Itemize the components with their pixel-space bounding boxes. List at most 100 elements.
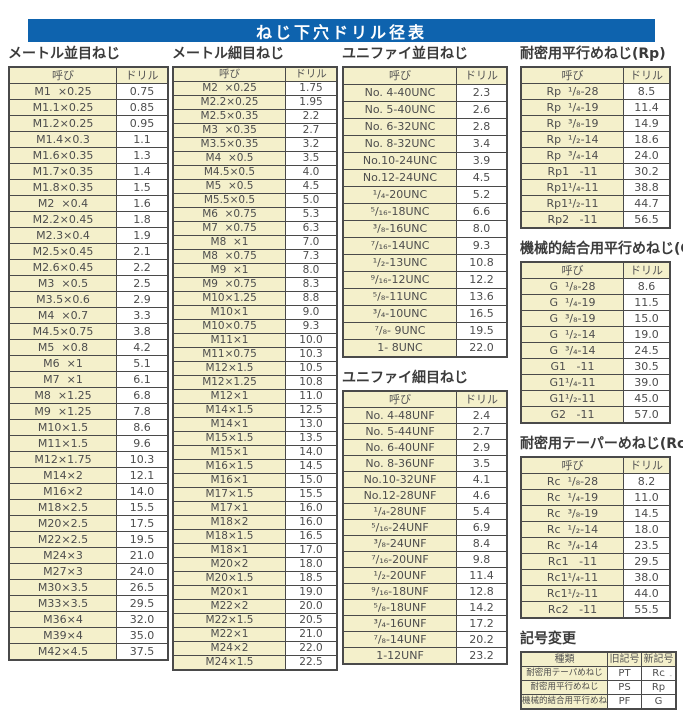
table-row: M2.6×0.45 2.2 — [8, 259, 169, 276]
table-row: M20×2 18.0 — [172, 557, 338, 572]
thread-size-cell: No. 5-40UNC — [342, 101, 457, 119]
table-row: Rp ¹/₂-14 18.6 — [520, 131, 671, 148]
column-header: ドリル — [623, 261, 671, 279]
unified-section: ユニファイ並目ねじ 呼び ドリル No. 4-40UNC 2.3 No. 5-40UNC… — [342, 46, 509, 665]
drill-size-cell: 16.5 — [285, 529, 338, 544]
thread-size-cell: Rc ³/₄-14 — [520, 537, 624, 554]
table-row: Rp1 -11 30.2 — [520, 163, 671, 180]
thread-size-cell: Rp ³/₄-14 — [520, 147, 624, 164]
table-row: M7 ×1 6.1 — [8, 371, 169, 388]
drill-size-cell: 15.5 — [285, 487, 338, 502]
thread-size-cell: ⁵/₈-11UNC — [342, 288, 457, 306]
thread-size-cell: M2.2×0.45 — [8, 211, 117, 228]
thread-size-cell: M2.2×0.25 — [172, 95, 286, 110]
drill-size-cell: 4.6 — [456, 487, 508, 504]
table-row: Rc2 -11 55.5 — [520, 601, 671, 619]
table-row: M42×4.5 37.5 — [8, 643, 169, 661]
table-row: Rp ¹/₄-19 11.4 — [520, 99, 671, 116]
thread-size-cell: Rc ¹/₈-28 — [520, 473, 624, 490]
drill-size-cell: 5.4 — [456, 503, 508, 520]
thread-size-cell: M10×1.5 — [8, 419, 117, 436]
table-row: ⁷/₈-14UNF 20.2 — [342, 631, 508, 648]
table-row: ⁵/₈-18UNF 14.2 — [342, 599, 508, 616]
drill-size-cell: 10.8 — [456, 254, 508, 272]
table-row: M12×1 11.0 — [172, 389, 338, 404]
drill-size-cell: 2.7 — [285, 123, 338, 138]
drill-size-cell: 38.0 — [623, 569, 671, 586]
table-row: Rp1¹/₂-11 44.7 — [520, 195, 671, 212]
thread-size-cell: M20×2.5 — [8, 515, 117, 532]
thread-size-cell: M12×1.25 — [172, 375, 286, 390]
drill-size-cell: 10.3 — [285, 347, 338, 362]
thread-size-cell: 耐密用テーパめねじ — [520, 666, 608, 681]
table-row: M2 ×0.25 1.75 — [172, 81, 338, 96]
thread-size-cell: Rp1¹/₄-11 — [520, 179, 624, 196]
table-row: Rc ¹/₄-19 11.0 — [520, 489, 671, 506]
drill-size-cell: 10.8 — [285, 375, 338, 390]
table-row: M2 ×0.4 1.6 — [8, 195, 169, 212]
unified-fine-table: 呼び ドリル No. 4-48UNF 2.4 No. 5-44UNF 2.7 No. 6-4… — [342, 390, 508, 665]
drill-size-cell: 20.5 — [285, 613, 338, 628]
thread-size-cell: M27×3 — [8, 563, 117, 580]
table-row: ⁵/₈-11UNC 13.6 — [342, 288, 508, 306]
thread-size-cell: M24×1.5 — [172, 655, 286, 671]
table-row: 機械的結合用平行めねじ PF G — [520, 694, 677, 710]
table-row: M2.3×0.4 1.9 — [8, 227, 169, 244]
drill-size-cell: 5.0 — [285, 193, 338, 208]
table-row: M20×1 19.0 — [172, 585, 338, 600]
table-row: Rp2 -11 56.5 — [520, 211, 671, 229]
drill-size-cell: 8.6 — [116, 419, 169, 436]
table-row: No. 6-32UNC 2.8 — [342, 118, 508, 136]
table-row: M1.4×0.3 1.1 — [8, 131, 169, 148]
thread-size-cell: M3.5×0.35 — [172, 137, 286, 152]
table-row: M18×1.5 16.5 — [172, 529, 338, 544]
table-row: ⁹/₁₆-18UNF 12.8 — [342, 583, 508, 600]
thread-size-cell: M9 ×0.75 — [172, 277, 286, 292]
thread-size-cell: ⁷/₈-14UNF — [342, 631, 457, 648]
table-row: M1.8×0.35 1.5 — [8, 179, 169, 196]
drill-size-cell: 18.0 — [623, 521, 671, 538]
thread-size-cell: M14×2 — [8, 467, 117, 484]
table-row: G1 -11 30.5 — [520, 358, 671, 375]
thread-size-cell: 1- 8UNC — [342, 339, 457, 358]
table-row: No. 8-36UNF 3.5 — [342, 455, 508, 472]
drill-size-cell: 32.0 — [116, 611, 169, 628]
drill-size-cell: 35.0 — [116, 627, 169, 644]
drill-size-cell: 7.0 — [285, 235, 338, 250]
table-row: M24×1.5 22.5 — [172, 655, 338, 671]
thread-size-cell: M14×1 — [172, 417, 286, 432]
drill-size-cell: 4.5 — [285, 179, 338, 194]
column-header: ドリル — [116, 66, 169, 84]
thread-size-cell: G2 -11 — [520, 406, 624, 424]
thread-size-cell: ⁵/₁₆-24UNF — [342, 519, 457, 536]
symbol-change-table: 種類 旧記号 新記号 耐密用テーパめねじ PT Rc 耐密用平行めねじ PS Rp 機械的結合用平… — [520, 651, 677, 710]
table-row: Rp ³/₄-14 24.0 — [520, 147, 671, 164]
drill-size-cell: 4.5 — [456, 169, 508, 187]
thread-size-cell: No. 6-40UNF — [342, 439, 457, 456]
thread-size-cell: M3.5×0.6 — [8, 291, 117, 308]
table-row: No. 8-32UNC 3.4 — [342, 135, 508, 153]
thread-size-cell: Rc ¹/₄-19 — [520, 489, 624, 506]
section-title-rc: 耐密用テーパーめねじ(Rc) — [520, 436, 683, 452]
drill-size-cell: 12.8 — [456, 583, 508, 600]
thread-size-cell: G1 -11 — [520, 358, 624, 375]
metric-fine-table: 呼び ドリル M2 ×0.25 1.75 M2.2×0.25 1.95 M2.5×0.35 2… — [172, 66, 338, 671]
rc-table: 呼び ドリル Rc ¹/₈-28 8.2 Rc ¹/₄-19 11.0 Rc ³/₈-19 1… — [520, 456, 671, 619]
drill-size-cell: 2.8 — [456, 118, 508, 136]
table-row: Rp ³/₈-19 14.9 — [520, 115, 671, 132]
table-row: G ³/₈-19 15.0 — [520, 310, 671, 327]
thread-size-cell: ¹/₄-20UNC — [342, 186, 457, 204]
table-row: M8 ×1.25 6.8 — [8, 387, 169, 404]
thread-size-cell: M11×1.5 — [8, 435, 117, 452]
drill-size-cell: 12.2 — [456, 271, 508, 289]
table-row: M1.6×0.35 1.3 — [8, 147, 169, 164]
header-row: 呼び ドリル — [342, 390, 508, 408]
table-row: M7 ×0.75 6.3 — [172, 221, 338, 236]
drill-size-cell: 57.0 — [623, 406, 671, 424]
table-row: M11×0.75 10.3 — [172, 347, 338, 362]
table-row: M15×1 14.0 — [172, 445, 338, 460]
table-row: M2.2×0.25 1.95 — [172, 95, 338, 110]
table-row: ⁷/₁₆-20UNF 9.8 — [342, 551, 508, 568]
thread-size-cell: M22×1.5 — [172, 613, 286, 628]
thread-size-cell: Rc2 -11 — [520, 601, 624, 619]
